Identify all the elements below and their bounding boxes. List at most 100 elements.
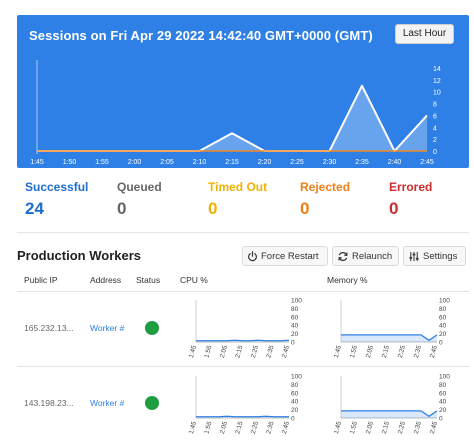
- mini-x-tick: 2:05: [365, 420, 375, 434]
- status-indicator: [145, 321, 159, 335]
- force-restart-button[interactable]: Force Restart: [242, 246, 328, 266]
- y-tick-label: 6: [433, 113, 437, 120]
- mini-series-line: [341, 334, 438, 342]
- mini-x-tick: 2:25: [397, 344, 407, 358]
- y-tick-label: 10: [433, 90, 441, 97]
- stat-successful: Successful 24: [25, 180, 88, 219]
- mini-x-tick: 2:35: [265, 420, 275, 434]
- mini-series-area: [341, 410, 437, 418]
- column-public-ip[interactable]: Public IP: [24, 275, 58, 285]
- y-tick-label: 14: [433, 66, 441, 73]
- sliders-icon: [409, 251, 419, 261]
- mini-x-tick: 1:45: [188, 344, 198, 358]
- mini-x-tick: 2:35: [413, 344, 423, 358]
- power-icon: [248, 250, 257, 261]
- x-tick-label: 2:30: [323, 159, 337, 166]
- relaunch-label: Relaunch: [352, 250, 393, 262]
- mini-y-tick: 20: [291, 331, 299, 338]
- stat-queued: Queued 0: [117, 180, 162, 219]
- column-cpu[interactable]: CPU %: [180, 275, 208, 285]
- mini-x-tick: 2:25: [397, 420, 407, 434]
- x-tick-label: 2:05: [160, 159, 174, 166]
- header-divider: [17, 291, 469, 292]
- sessions-title: Sessions on Fri Apr 29 2022 14:42:40 GMT…: [29, 28, 373, 43]
- mini-y-tick: 60: [291, 314, 299, 321]
- mini-series-area: [341, 334, 437, 342]
- worker-address-link[interactable]: Worker #: [90, 398, 125, 408]
- mini-y-tick: 60: [439, 390, 447, 397]
- x-tick-label: 2:25: [290, 159, 304, 166]
- column-address[interactable]: Address: [90, 275, 122, 285]
- mini-x-tick: 1:45: [188, 420, 198, 434]
- last-hour-button[interactable]: Last Hour: [395, 24, 454, 44]
- mini-x-tick: 1:55: [349, 344, 359, 358]
- y-tick-label: 12: [433, 78, 441, 85]
- relaunch-button[interactable]: Relaunch: [332, 246, 399, 266]
- x-tick-label: 2:10: [193, 159, 207, 166]
- stat-value: 0: [389, 199, 399, 218]
- mini-y-tick: 0: [439, 340, 443, 347]
- mini-x-tick: 1:45: [333, 420, 343, 434]
- stat-rejected: Rejected 0: [300, 180, 350, 219]
- mini-x-tick: 2:45: [429, 344, 439, 358]
- sessions-chart: 0 2 4 6 8 10 12 14 1:45 1:50 1:55 2:00 2:05 2:10 2:15 2…: [30, 60, 441, 166]
- workers-title: Production Workers: [17, 248, 142, 263]
- mini-x-tick: 1:55: [203, 420, 213, 434]
- stat-timed-out: Timed Out 0: [208, 180, 267, 219]
- force-restart-label: Force Restart: [261, 250, 319, 262]
- mini-x-tick: 2:25: [250, 344, 260, 358]
- mini-x-tick: 2:15: [381, 420, 391, 434]
- mini-y-tick: 100: [439, 374, 450, 381]
- stat-value: 0: [208, 199, 218, 218]
- mini-x-tick: 2:45: [281, 344, 291, 358]
- stat-label: Queued: [117, 180, 162, 194]
- section-divider: [17, 232, 469, 233]
- row-divider: [17, 366, 469, 367]
- mini-y-tick: 0: [291, 340, 295, 347]
- mini-y-tick: 100: [439, 298, 450, 305]
- column-status[interactable]: Status: [136, 275, 161, 285]
- refresh-icon: [338, 251, 348, 261]
- mini-x-tick: 2:05: [219, 344, 229, 358]
- mini-x-tick: 1:55: [349, 420, 359, 434]
- mini-x-tick: 2:45: [281, 420, 291, 434]
- y-tick-label: 8: [433, 102, 437, 109]
- mini-series-line: [341, 410, 438, 418]
- mini-y-tick: 20: [291, 407, 299, 414]
- mini-x-tick: 2:25: [250, 420, 260, 434]
- stat-label: Errored: [389, 180, 433, 194]
- mini-y-tick: 40: [439, 399, 447, 406]
- stat-label: Successful: [25, 180, 89, 194]
- mini-y-tick: 20: [439, 331, 447, 338]
- x-tick-label: 1:50: [63, 159, 77, 166]
- mini-y-tick: 100: [291, 374, 302, 381]
- stat-errored: Errored 0: [389, 180, 432, 219]
- mini-y-tick: 80: [291, 382, 299, 389]
- mini-y-tick: 0: [439, 416, 443, 423]
- mini-x-tick: 1:45: [333, 344, 343, 358]
- worker-address-link[interactable]: Worker #: [90, 323, 125, 333]
- mini-x-tick: 2:05: [365, 344, 375, 358]
- settings-label: Settings: [423, 250, 458, 262]
- mini-x-tick: 2:15: [234, 344, 244, 358]
- mini-y-tick: 60: [291, 390, 299, 397]
- y-tick-label: 0: [433, 149, 437, 156]
- worker-ip: 165.232.13...: [24, 323, 74, 333]
- mini-y-tick: 40: [291, 323, 299, 330]
- x-tick-label: 1:55: [95, 159, 109, 166]
- y-tick-label: 2: [433, 137, 437, 144]
- mini-x-tick: 2:35: [413, 420, 423, 434]
- series-area: [37, 85, 427, 151]
- settings-button[interactable]: Settings: [403, 246, 466, 266]
- mini-y-tick: 40: [291, 399, 299, 406]
- mini-y-tick: 40: [439, 323, 447, 330]
- mini-y-tick: 0: [291, 416, 295, 423]
- mini-x-tick: 2:35: [265, 344, 275, 358]
- column-memory[interactable]: Memory %: [327, 275, 368, 285]
- y-tick-label: 4: [433, 125, 437, 132]
- stat-value: 24: [25, 199, 44, 218]
- mini-y-tick: 80: [291, 306, 299, 313]
- worker-ip: 143.198.23...: [24, 398, 74, 408]
